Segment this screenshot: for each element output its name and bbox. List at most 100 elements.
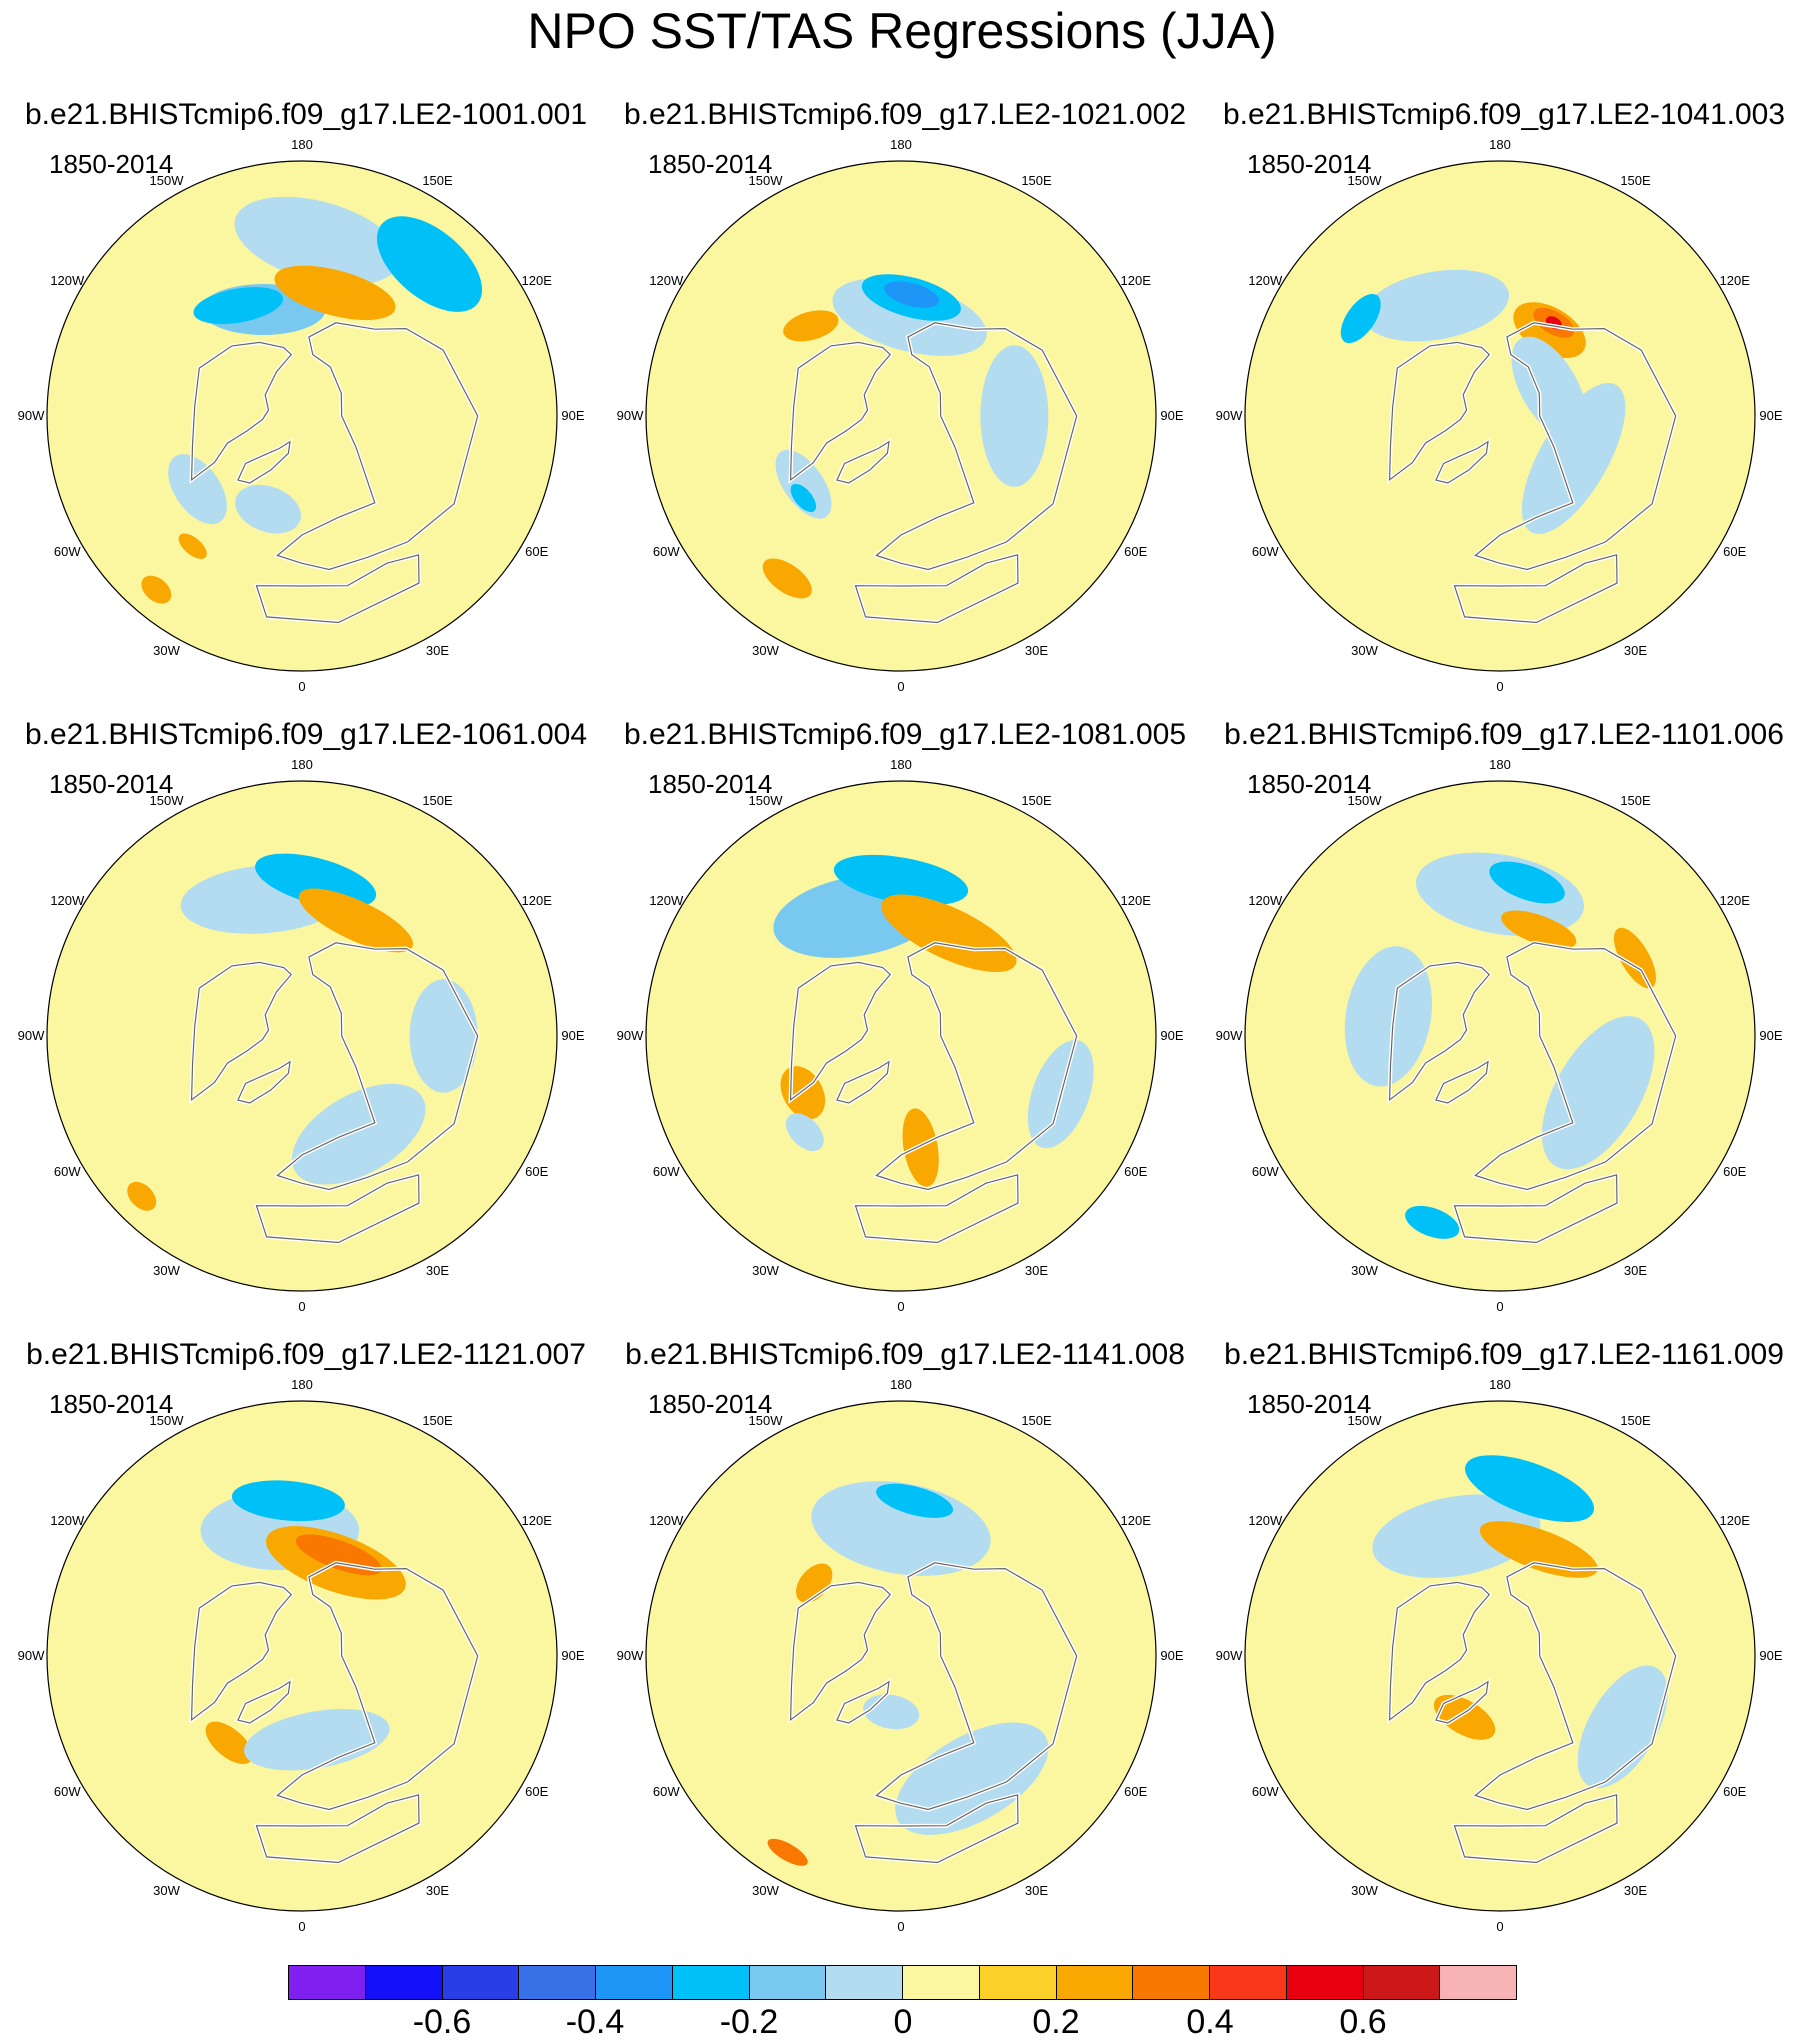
longitude-label: 90W [17,1648,45,1663]
anomaly-contour [1479,1521,1598,1578]
longitude-label: 90E [1759,408,1783,423]
longitude-label: 90W [17,1028,45,1043]
coastline [789,1581,892,1722]
coastline [875,1562,1078,1811]
longitude-label: 180 [1489,137,1511,152]
coastline [1474,1562,1677,1811]
anomaly-contour [1340,293,1381,344]
panel-title: b.e21.BHISTcmip6.f09_g17.LE2-1141.008 [625,1338,1185,1371]
period-label: 1850-2014 [1247,769,1372,799]
longitude-label: 90W [1215,408,1243,423]
colorbar-box [1439,1965,1517,2000]
longitude-label: 150E [1620,1413,1651,1429]
period-label: 1850-2014 [648,149,773,179]
anomaly-contour [291,1083,426,1185]
coastline [1453,1794,1618,1864]
anomaly-contour [205,1721,253,1765]
anomaly-contour [884,281,940,308]
coastline [854,1794,1019,1864]
map-background [646,781,1156,1291]
colorbar-box [902,1965,980,2000]
anomaly-contour [193,287,283,325]
period-label: 1850-2014 [1247,149,1372,179]
colorbar-box [1132,1965,1210,2000]
coastline [276,942,479,1191]
map-border [1244,780,1756,1292]
anomaly-contour [376,216,483,312]
map-background [1245,781,1755,1291]
map-border [46,780,558,1292]
longitude-label: 0 [298,1919,306,1934]
colorbar-box [288,1965,366,2000]
coastline [1388,341,1491,482]
longitude-label: 0 [897,1919,905,1934]
colorbar-box [595,1965,673,2000]
coastline [854,554,1019,624]
longitude-label: 90E [1160,408,1184,423]
polar-map [1244,1400,1756,1912]
polar-map [46,160,558,672]
colorbar-box [1209,1965,1287,2000]
coastline [276,1562,479,1811]
longitude-label: 150E [422,173,453,189]
anomaly-contour [1577,1665,1668,1789]
longitude-label: 60E [525,1783,549,1799]
anomaly-contour [767,1838,808,1866]
anomaly-contour [274,265,396,321]
longitude-label: 60W [53,1163,81,1179]
longitude-label: 150W [748,793,783,809]
colorbar-tick-label: -0.4 [565,2003,625,2041]
figure-title: NPO SST/TAS Regressions (JJA) [527,3,1277,59]
longitude-label: 90W [1215,1648,1243,1663]
coastline [836,440,890,484]
longitude-label: 60W [1251,543,1279,559]
longitude-label: 120E [1120,272,1151,288]
longitude-label: 60E [1723,1163,1747,1179]
longitude-label: 150E [1620,173,1651,189]
coastline [1435,1680,1489,1724]
map-border [1244,160,1756,672]
colorbar [288,1965,1517,2000]
longitude-label: 120E [521,1512,552,1528]
longitude-label: 120E [1719,1512,1750,1528]
longitude-label: 150W [149,173,184,189]
coastline [255,1794,420,1864]
panel-title: b.e21.BHISTcmip6.f09_g17.LE2-1021.002 [623,98,1187,131]
longitude-label: 150W [149,1413,184,1429]
longitude-label: 120E [1120,1512,1151,1528]
coastline [190,341,293,482]
longitude-label: 30E [425,642,450,658]
longitude-label: 150W [748,173,783,189]
coastline [1474,942,1677,1191]
anomaly-contour [833,854,969,906]
longitude-label: 30W [752,642,779,658]
coastline [789,961,892,1102]
longitude-label: 60W [1251,1783,1279,1799]
coastline [237,440,291,484]
panel-title: b.e21.BHISTcmip6.f09_g17.LE2-1121.007 [26,1338,586,1371]
polar-map [645,780,1157,1292]
map-background [646,1401,1156,1911]
polar-map [46,1400,558,1912]
colorbar-tick-label: -0.6 [412,2003,472,2041]
longitude-label: 180 [890,757,912,772]
period-label: 1850-2014 [49,149,174,179]
anomaly-contour [1521,382,1626,535]
anomaly-contour [980,345,1049,487]
longitude-label: 120W [1248,272,1283,288]
longitude-label: 60E [525,543,549,559]
anomaly-contour [1511,336,1587,439]
coastline [1388,961,1491,1102]
longitude-label: 120W [50,1512,85,1528]
anomaly-contour [168,454,227,525]
longitude-label: 120W [649,892,684,908]
longitude-label: 60W [652,1783,680,1799]
polar-map [1244,160,1756,672]
coastline [276,322,479,571]
colorbar-tick-label: 0.6 [1339,2003,1387,2041]
longitude-label: 120E [1719,272,1750,288]
longitude-label: 0 [897,1299,905,1314]
longitude-label: 150E [1021,793,1052,809]
longitude-label: 90W [17,408,45,423]
coastline [1453,1174,1618,1244]
